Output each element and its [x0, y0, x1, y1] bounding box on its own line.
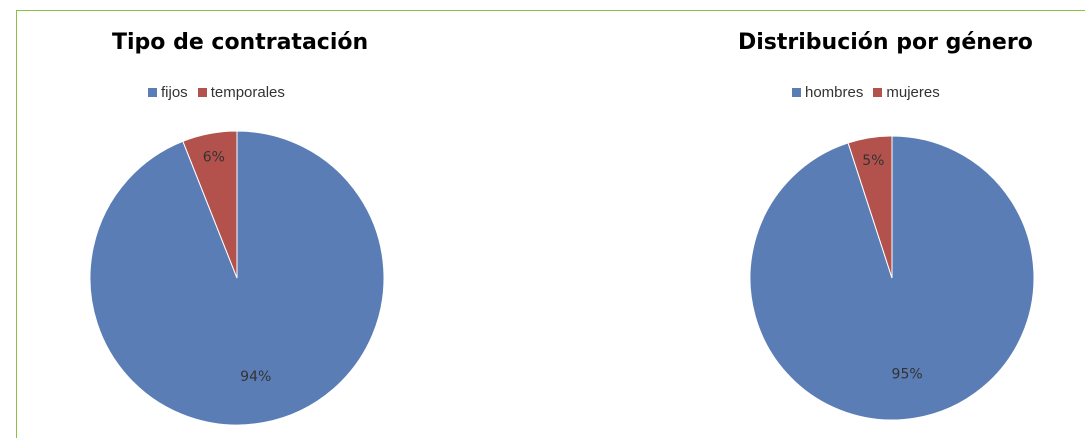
- pie-slice-mujeres: [847, 135, 893, 279]
- pie-chart-gender-distribution: Distribución por género hombres mujeres …: [700, 0, 1085, 438]
- legend-label: hombres: [805, 84, 864, 101]
- legend-item-hombres: hombres: [792, 84, 863, 101]
- chart-legend: hombres mujeres: [792, 84, 950, 101]
- legend-label: mujeres: [886, 84, 940, 101]
- chart-frame: [16, 10, 1085, 438]
- pie-chart-contract-type: Tipo de contratación fijos temporales 94…: [60, 0, 420, 438]
- data-label-fijos: 94%: [240, 369, 271, 385]
- legend-swatch-hombres: [792, 88, 801, 97]
- legend-swatch-fijos: [148, 88, 157, 97]
- legend-item-mujeres: mujeres: [873, 84, 940, 101]
- legend-item-fijos: fijos: [148, 84, 188, 101]
- data-label-temporales: 6%: [203, 150, 225, 166]
- legend-swatch-temporales: [197, 88, 207, 97]
- pie-svg: 94% 6%: [89, 130, 385, 426]
- pie-svg: 95% 5%: [749, 135, 1035, 421]
- data-label-mujeres: 5%: [862, 153, 884, 169]
- chart-title: Tipo de contratación: [112, 30, 369, 55]
- data-label-hombres: 95%: [892, 366, 923, 382]
- chart-legend: fijos temporales: [148, 84, 295, 101]
- legend-swatch-mujeres: [873, 88, 883, 97]
- chart-title: Distribución por género: [738, 30, 1033, 55]
- legend-label: fijos: [161, 84, 188, 101]
- legend-label: temporales: [210, 84, 285, 101]
- pie-slice-temporales: [182, 130, 238, 279]
- legend-item-temporales: temporales: [197, 84, 285, 101]
